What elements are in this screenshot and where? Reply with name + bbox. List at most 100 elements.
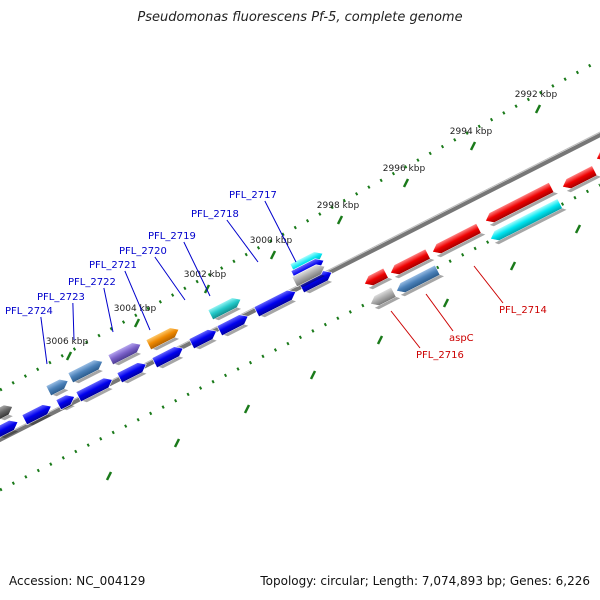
gene-arrow-cog[interactable] bbox=[107, 340, 145, 368]
leader-lines bbox=[40, 200, 504, 365]
gene-arrow-shape bbox=[151, 346, 184, 369]
gene-arrow-minus[interactable] bbox=[594, 148, 600, 166]
major-tick-inner bbox=[173, 438, 181, 448]
gene-arrow-minus-shadow bbox=[566, 175, 600, 193]
gene-arrow-minus-shadow bbox=[436, 233, 486, 258]
gene-label[interactable]: PFL_2719 bbox=[148, 231, 196, 242]
gene-arrow[interactable] bbox=[116, 359, 150, 385]
gene-arrow-cog-shape bbox=[396, 264, 441, 293]
gene-arrow-shape bbox=[216, 314, 249, 337]
gene-arrow[interactable] bbox=[151, 343, 187, 370]
gene-arrow[interactable] bbox=[21, 401, 55, 427]
gene-arrow-minus-shape bbox=[432, 222, 482, 254]
gene-label[interactable]: PFL_2724 bbox=[5, 306, 53, 317]
gene-group bbox=[0, 148, 600, 440]
gene-label[interactable]: aspC bbox=[449, 333, 474, 344]
gene-arrow-cog-shape bbox=[45, 378, 69, 397]
gene-arrow[interactable] bbox=[253, 287, 300, 319]
gene-label[interactable]: PFL_2718 bbox=[191, 209, 239, 220]
gene-arrow-minus[interactable] bbox=[560, 164, 600, 194]
gene-arrow-cog[interactable] bbox=[0, 402, 16, 423]
gene-arrow-minus-shape bbox=[485, 182, 555, 223]
gene-arrow-cog[interactable] bbox=[368, 286, 401, 312]
gene-arrow-cog[interactable] bbox=[45, 376, 72, 398]
gene-arrow-cog-shadow bbox=[152, 337, 180, 351]
leader-line bbox=[226, 219, 259, 263]
major-tick-inner bbox=[105, 471, 113, 481]
tick-label: 2998 kbp bbox=[317, 201, 360, 211]
gene-label[interactable]: PFL_2717 bbox=[229, 190, 277, 201]
gene-arrow-cog-shape bbox=[207, 297, 242, 321]
leader-line bbox=[40, 316, 48, 365]
gene-arrow-shape bbox=[188, 329, 217, 350]
gene-arrow[interactable] bbox=[0, 417, 22, 440]
gene-arrow-cog-shadow bbox=[400, 274, 445, 297]
major-tick-inner bbox=[509, 261, 517, 271]
gene-arrow-shadow bbox=[158, 356, 184, 369]
gene-label[interactable]: PFL_2720 bbox=[119, 246, 167, 257]
gene-arrow-shape bbox=[116, 362, 147, 384]
gene-arrow-minus[interactable] bbox=[483, 181, 558, 228]
leader-line bbox=[390, 310, 421, 349]
tick-label: 2996 kbp bbox=[383, 164, 426, 174]
gene-arrow-minus[interactable] bbox=[388, 248, 435, 281]
major-tick-inner bbox=[309, 370, 317, 380]
gene-arrow[interactable] bbox=[55, 392, 78, 413]
gene-labels: PFL_2717 PFL_2718 PFL_2719 PFL_2720 PFL_2721… bbox=[5, 190, 547, 361]
gene-label[interactable]: PFL_2714 bbox=[499, 305, 547, 316]
gene-arrow-cog[interactable] bbox=[488, 197, 567, 246]
major-tick bbox=[469, 141, 477, 151]
gene-arrow-shape bbox=[291, 264, 326, 288]
gene-arrow-shadow bbox=[123, 372, 147, 384]
major-tick bbox=[534, 104, 542, 114]
gene-arrow-cog-shape bbox=[67, 359, 104, 384]
gene-arrow-shadow bbox=[195, 339, 217, 350]
leader-line bbox=[72, 302, 75, 341]
gene-label[interactable]: PFL_2716 bbox=[416, 350, 464, 361]
gene-arrow-shadow bbox=[62, 404, 75, 411]
gene-arrow[interactable] bbox=[291, 262, 329, 290]
gene-arrow-cog[interactable] bbox=[394, 264, 445, 299]
gene-arrow[interactable] bbox=[75, 375, 116, 405]
gene-label[interactable]: PFL_2723 bbox=[37, 292, 85, 303]
gene-arrow[interactable] bbox=[188, 326, 220, 351]
gene-arrow-cog[interactable] bbox=[67, 357, 106, 386]
tick-label: 2992 kbp bbox=[515, 90, 558, 100]
tick-label: 3000 kbp bbox=[250, 236, 293, 246]
gene-arrow-minus[interactable] bbox=[430, 222, 486, 259]
tick-label: 3006 kbp bbox=[46, 337, 89, 347]
gene-arrow-shape bbox=[21, 404, 52, 426]
gene-arrow-shadow bbox=[298, 274, 326, 288]
major-tick-inner bbox=[574, 224, 582, 234]
gene-arrow-cog-shape bbox=[490, 198, 563, 241]
gene-arrow-cog[interactable] bbox=[145, 325, 183, 353]
gene-arrow-cog-shadow bbox=[214, 307, 242, 321]
tick-label: 2994 kbp bbox=[450, 127, 493, 137]
gene-arrow-shadow bbox=[28, 414, 52, 426]
gene-arrow-cog-shadow bbox=[374, 296, 401, 310]
gene-arrow-shape bbox=[75, 377, 113, 403]
genome-summary-text: Topology: circular; Length: 7,074,893 bp… bbox=[260, 574, 590, 588]
gene-arrow-minus-shape bbox=[596, 149, 600, 161]
major-tick-inner bbox=[243, 404, 251, 414]
gene-arrow-shape bbox=[253, 289, 297, 318]
leader-line bbox=[264, 200, 297, 263]
gene-arrow-cog-shape bbox=[0, 404, 13, 421]
major-tick bbox=[402, 178, 410, 188]
leader-line bbox=[154, 256, 186, 301]
gene-arrow-cog-shape bbox=[107, 342, 142, 366]
gene-arrow-shadow bbox=[260, 300, 296, 318]
gene-arrow-shadow bbox=[82, 387, 113, 403]
gene-arrow-shadow bbox=[305, 280, 333, 294]
gene-label[interactable]: PFL_2722 bbox=[68, 277, 116, 288]
gene-arrow-cog-shadow bbox=[114, 352, 142, 366]
gene-arrow-cog[interactable] bbox=[207, 295, 245, 323]
major-tick-inner bbox=[376, 335, 384, 345]
gene-label[interactable]: PFL_2721 bbox=[89, 260, 137, 271]
gene-arrow-minus-shape bbox=[562, 165, 598, 189]
gene-arrow-minus-shadow bbox=[489, 192, 558, 227]
gene-arrow-minus[interactable] bbox=[362, 267, 393, 292]
gene-arrow[interactable] bbox=[216, 311, 252, 338]
map-title: Pseudomonas fluorescens Pf-5, complete g… bbox=[137, 10, 463, 25]
